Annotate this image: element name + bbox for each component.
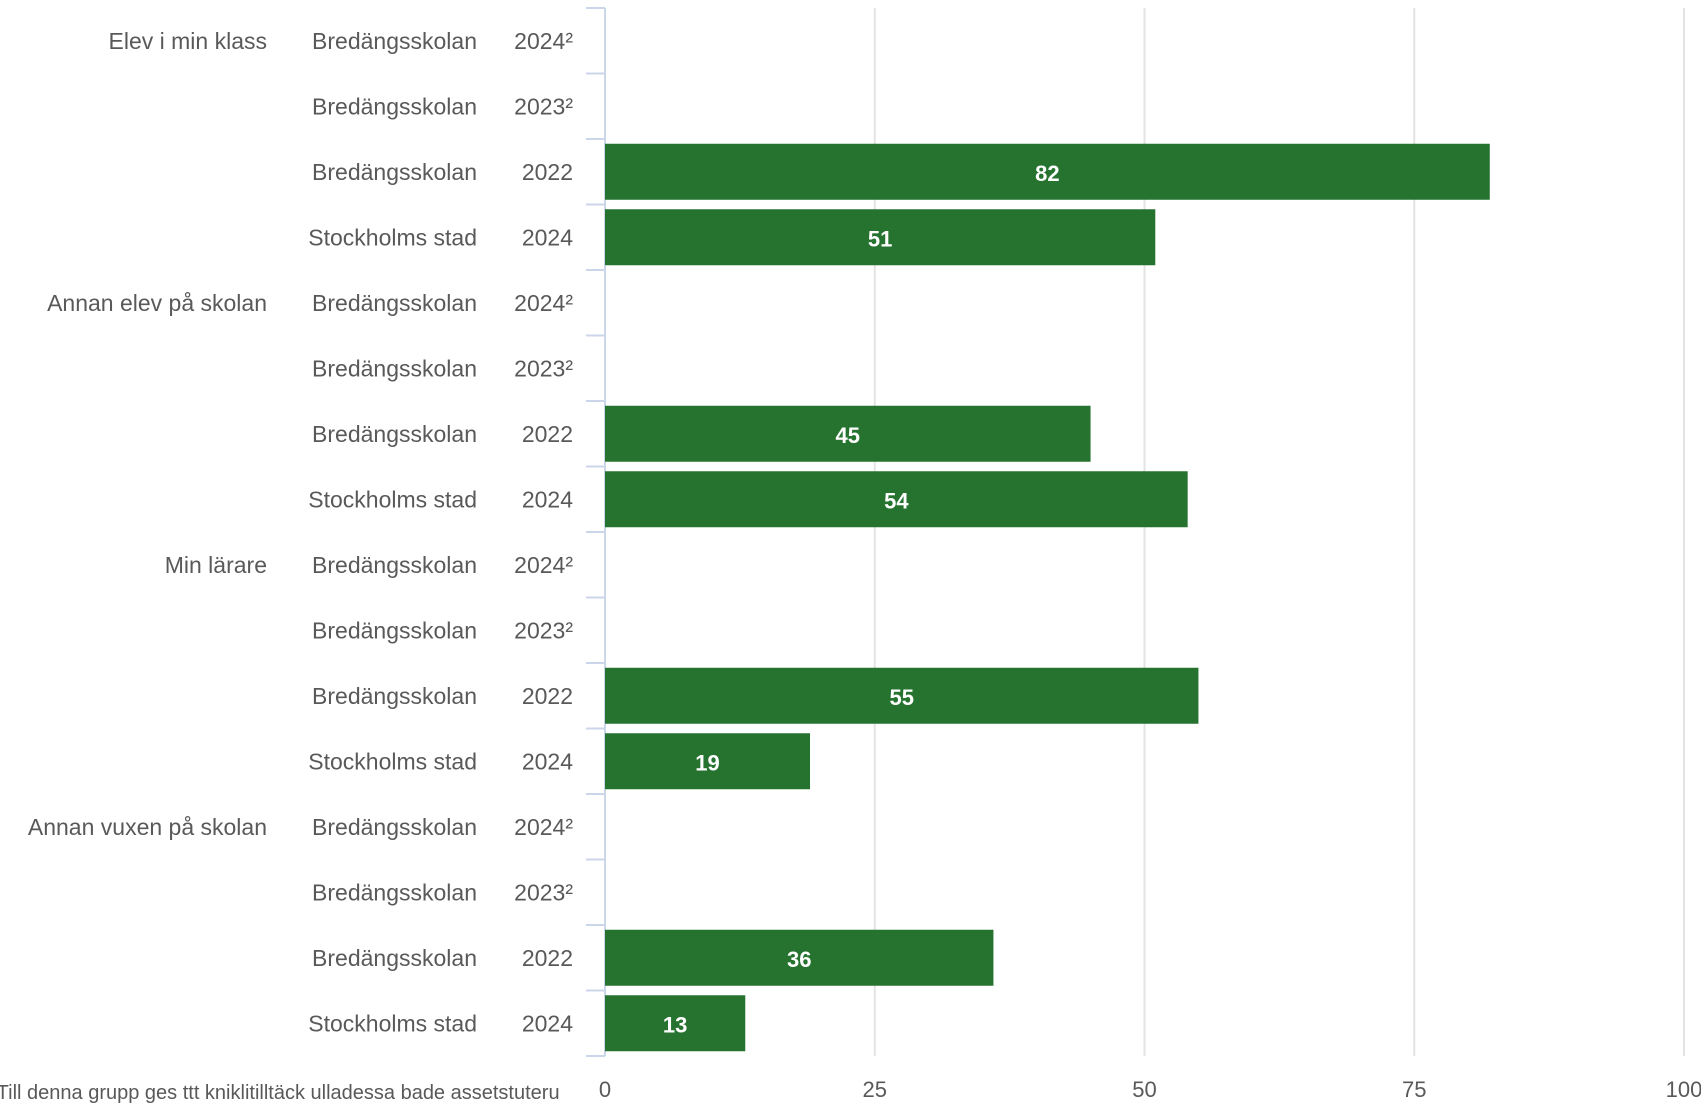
year-label: 2022 [522,683,573,709]
unit-label: Bredängsskolan [312,552,477,578]
row-labels: Elev i min klass Bredängsskolan 2024² Bredä… [28,28,573,1037]
unit-label: Bredängsskolan [312,945,477,971]
unit-label: Stockholms stad [308,1010,477,1036]
unit-label: Bredängsskolan [312,879,477,905]
year-label: 2024 [522,748,573,774]
bar [605,471,1188,528]
year-label: 2022 [522,945,573,971]
year-label: 2023² [514,879,573,905]
x-axis-ticks: 0 25 50 75 100 [599,1077,1701,1101]
year-label: 2023² [514,355,573,381]
unit-label: Bredängsskolan [312,617,477,643]
unit-label: Bredängsskolan [312,683,477,709]
data-label: 36 [787,947,811,972]
bar [605,143,1490,200]
unit-label: Stockholms stad [308,748,477,774]
footnote: ²Till denna grupp ges ttt kniklitilltäck… [0,1082,560,1104]
x-tick-label: 75 [1402,1077,1426,1101]
unit-label: Bredängsskolan [312,159,477,185]
year-label: 2024 [522,224,573,250]
group-label: Annan vuxen på skolan [28,814,267,840]
data-label: 82 [1035,161,1059,186]
unit-label: Bredängsskolan [312,355,477,381]
unit-label: Stockholms stad [308,224,477,250]
data-label: 54 [884,488,909,513]
data-label: 51 [868,226,892,251]
year-label: 2023² [514,617,573,643]
bars: 82 51 45 54 55 19 36 13 [605,143,1490,1052]
group-label: Min lärare [165,552,267,578]
unit-label: Bredängsskolan [312,814,477,840]
data-label: 19 [695,750,719,775]
unit-label: Bredängsskolan [312,421,477,447]
year-label: 2024 [522,486,573,512]
data-label: 55 [889,685,913,710]
data-label: 45 [836,423,860,448]
year-label: 2022 [522,159,573,185]
unit-label: Bredängsskolan [312,28,477,54]
group-label: Annan elev på skolan [47,290,267,316]
bar [605,733,811,790]
category-axis [586,7,606,1057]
data-label: 13 [663,1012,687,1037]
x-tick-label: 50 [1132,1077,1156,1101]
group-label: Elev i min klass [109,28,267,54]
x-tick-label: 25 [863,1077,887,1101]
year-label: 2024² [514,28,573,54]
year-label: 2024² [514,552,573,578]
bar [605,209,1156,266]
x-tick-label: 100 [1666,1077,1701,1101]
year-label: 2024 [522,1010,573,1036]
unit-label: Bredängsskolan [312,290,477,316]
year-label: 2024² [514,290,573,316]
bar [605,995,746,1052]
x-tick-label: 0 [599,1077,611,1101]
year-label: 2024² [514,814,573,840]
unit-label: Stockholms stad [308,486,477,512]
bar [605,405,1091,462]
bar [605,667,1199,724]
year-label: 2022 [522,421,573,447]
bar [605,929,994,986]
unit-label: Bredängsskolan [312,93,477,119]
year-label: 2023² [514,93,573,119]
